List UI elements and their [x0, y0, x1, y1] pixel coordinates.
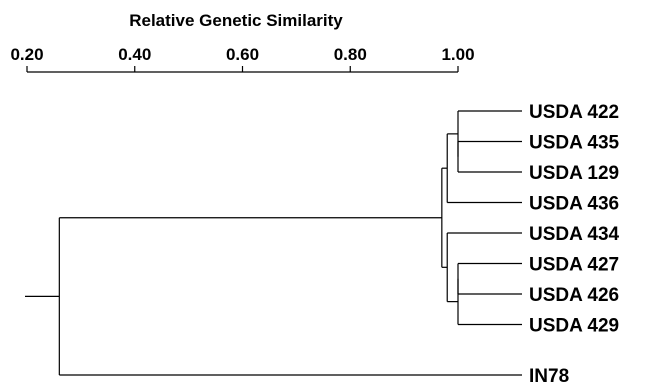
tick-label: 0.40 [118, 45, 151, 64]
tick-label: 1.00 [441, 45, 474, 64]
similarity-axis: 0.20 0.40 0.60 0.80 1.00 [10, 45, 475, 73]
leaf-label: IN78 [529, 366, 569, 385]
tick-label: 0.60 [226, 45, 259, 64]
leaf-label: USDA 427 [529, 255, 619, 276]
leaf-label: USDA 422 [529, 102, 619, 123]
leaf-labels: USDA 422 USDA 435 USDA 129 USDA 436 USDA 434… [529, 102, 620, 385]
branches [25, 110, 522, 376]
leaf-label: USDA 426 [529, 285, 619, 306]
leaf-label: USDA 436 [529, 194, 619, 215]
leaf-label: USDA 434 [529, 224, 620, 245]
tick-label: 0.80 [334, 45, 367, 64]
leaf-label: USDA 435 [529, 133, 620, 154]
leaf-label: USDA 129 [529, 163, 619, 184]
leaf-label: USDA 429 [529, 316, 619, 337]
tick-label: 0.20 [10, 45, 43, 64]
axis-title: Relative Genetic Similarity [129, 11, 343, 30]
